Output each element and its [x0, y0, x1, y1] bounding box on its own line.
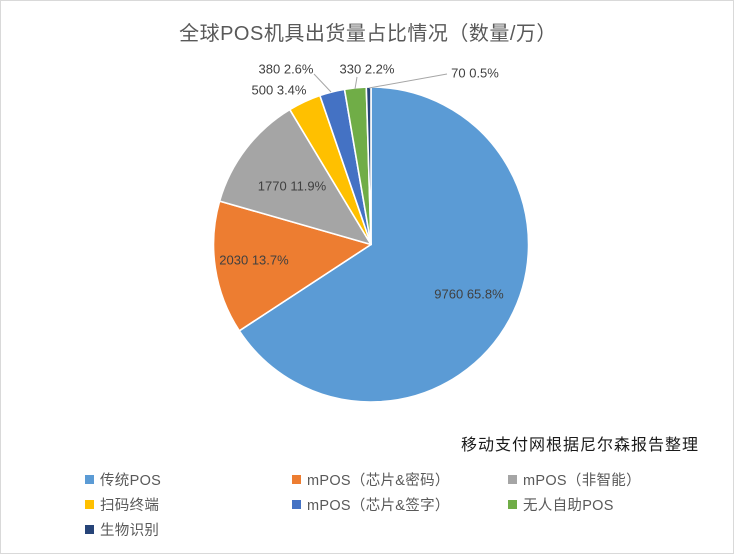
legend-item-2[interactable]: mPOS（非智能） — [508, 469, 641, 490]
legend-item-3[interactable]: 扫码终端 — [85, 494, 292, 515]
legend-label: mPOS（芯片&签字） — [307, 498, 450, 514]
legend-swatch-icon — [508, 500, 517, 509]
legend-label: 传统POS — [100, 473, 162, 489]
data-label-2: 1770 11.9% — [258, 179, 327, 194]
legend-swatch-icon — [292, 475, 301, 484]
legend-label: 生物识别 — [100, 523, 160, 539]
data-label-6: 70 0.5% — [451, 66, 499, 81]
legend-item-0[interactable]: 传统POS — [85, 469, 292, 490]
legend-item-1[interactable]: mPOS（芯片&密码） — [292, 469, 508, 490]
data-label-0: 9760 65.8% — [434, 287, 504, 302]
legend-item-4[interactable]: mPOS（芯片&签字） — [292, 494, 508, 515]
legend-swatch-icon — [508, 475, 517, 484]
legend-label: 扫码终端 — [100, 498, 160, 514]
pie-slice-0[interactable] — [238, 86, 530, 403]
legend-item-6[interactable]: 生物识别 — [85, 519, 292, 540]
legend: 传统POS mPOS（芯片&密码） mPOS（非智能） 扫码终端 mPOS（芯片&签字）… — [85, 467, 641, 542]
legend-label: 无人自助POS — [523, 498, 614, 514]
legend-swatch-icon — [292, 500, 301, 509]
data-label-3: 500 3.4% — [252, 83, 307, 98]
chart-title: 全球POS机具出货量占比情况（数量/万） — [179, 23, 557, 45]
data-label-5: 330 2.2% — [340, 62, 395, 77]
leader-line-5 — [354, 76, 358, 90]
legend-label: mPOS（芯片&密码） — [307, 473, 450, 489]
legend-swatch-icon — [85, 525, 94, 534]
source-note: 移动支付网根据尼尔森报告整理 — [460, 437, 699, 454]
legend-item-5[interactable]: 无人自助POS — [508, 494, 641, 515]
pie-slice-6[interactable] — [365, 86, 372, 246]
data-label-1: 2030 13.7% — [219, 253, 289, 268]
legend-swatch-icon — [85, 500, 94, 509]
leader-line-4 — [313, 73, 332, 93]
leader-line-6 — [368, 73, 448, 89]
data-label-4: 380 2.6% — [259, 62, 314, 77]
pie-slice-2[interactable] — [218, 108, 372, 246]
legend-label: mPOS（非智能） — [523, 473, 641, 489]
legend-swatch-icon — [85, 475, 94, 484]
